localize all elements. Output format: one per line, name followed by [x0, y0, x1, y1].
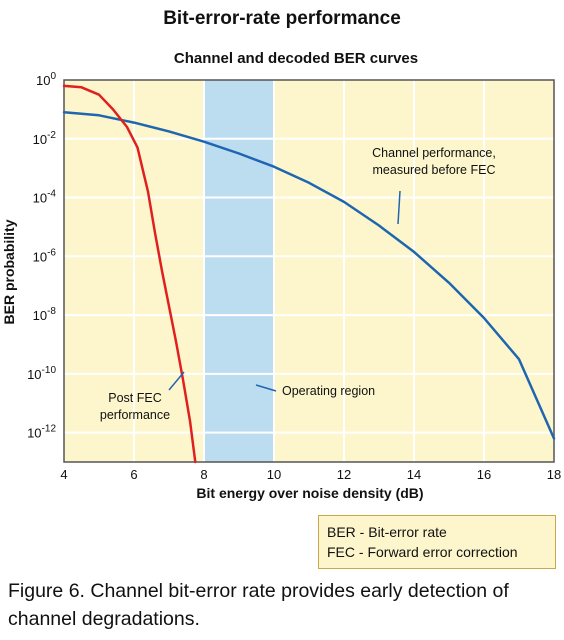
x-axis-ticks: 4 6 8 10 12 14 16 18: [60, 467, 561, 482]
channel-annotation-line1: Channel performance,: [372, 146, 496, 160]
x-tick-label: 6: [130, 467, 137, 482]
figure-caption: Figure 6. Channel bit-error rate provide…: [8, 580, 509, 630]
y-tick-label: 10-8: [33, 306, 57, 323]
x-tick-label: 14: [407, 467, 421, 482]
fec-annotation-line2: performance: [100, 408, 170, 422]
y-tick-label: 100: [36, 71, 56, 88]
series-layer: [62, 84, 556, 464]
chart-title: Bit-error-rate performance: [163, 8, 401, 29]
x-tick-label: 18: [547, 467, 561, 482]
y-tick-label: 10-6: [33, 247, 57, 264]
region-annotation-leader: [255, 384, 277, 392]
legend-fec: FEC - Forward error correction: [327, 544, 518, 560]
fec-ber-curve: [62, 84, 197, 464]
x-tick-label: 10: [267, 467, 281, 482]
plot-area: [64, 80, 554, 462]
plot-frame: [63, 79, 555, 463]
legend-ber: BER - Bit-error rate: [327, 524, 447, 540]
y-axis-label: BER probability: [1, 219, 17, 324]
fec-annotation-line1: Post FEC: [108, 391, 162, 405]
y-tick-label: 10-4: [33, 189, 57, 206]
operating-region-label: Operating region: [282, 384, 375, 398]
operating-region-band: [204, 80, 274, 462]
y-axis-ticks: 100 10-2 10-4 10-6 10-8 10-10 10-12: [27, 71, 56, 441]
channel-ber-curve: [62, 111, 556, 440]
y-tick-label: 10-2: [33, 130, 57, 147]
chart-subtitle: Channel and decoded BER curves: [174, 50, 418, 67]
fec-annotation-leader: [168, 371, 185, 391]
channel-annotation-leader: [397, 190, 401, 225]
y-tick-label: 10-10: [27, 365, 56, 382]
x-tick-label: 12: [337, 467, 351, 482]
channel-annotation-line2: measured before FEC: [373, 163, 496, 177]
y-tick-label: 10-12: [27, 424, 56, 441]
x-tick-label: 4: [60, 467, 67, 482]
grid-lines: [64, 80, 554, 462]
abbreviation-legend: BER - Bit-error rate FEC - Forward error…: [318, 515, 556, 569]
x-tick-label: 16: [477, 467, 491, 482]
x-axis-label: Bit energy over noise density (dB): [196, 485, 423, 501]
x-tick-label: 8: [200, 467, 207, 482]
